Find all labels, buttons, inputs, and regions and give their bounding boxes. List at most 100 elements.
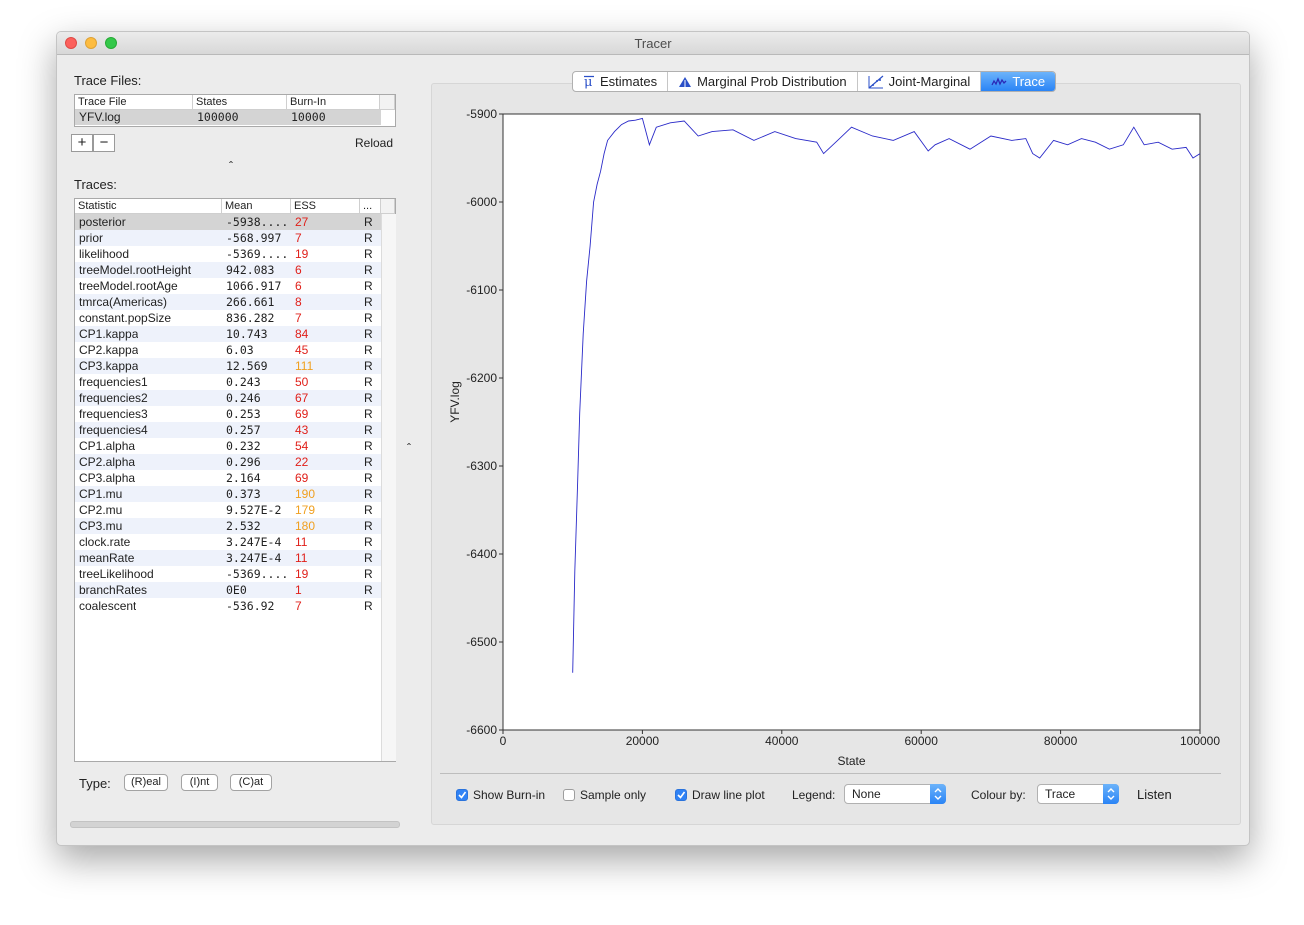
trace-row[interactable]: meanRate 3.247E-4 11 R	[75, 550, 381, 566]
column-header-ess[interactable]: ESS	[291, 199, 360, 214]
trace-row[interactable]: CP1.mu 0.373 190 R	[75, 486, 381, 502]
trace-mean: -5369....	[226, 247, 289, 261]
triangle-icon	[679, 76, 692, 87]
trace-row[interactable]: frequencies4 0.257 43 R	[75, 422, 381, 438]
y-tick-label: -6200	[466, 371, 497, 385]
joint-icon	[868, 75, 884, 88]
trace-statistic: coalescent	[79, 599, 137, 613]
type-int-button[interactable]: (I)nt	[181, 774, 218, 791]
tab-marginal-prob-distribution[interactable]: Marginal Prob Distribution	[668, 72, 858, 91]
tab-estimates[interactable]: μ Estimates	[573, 72, 669, 91]
legend-value: None	[852, 787, 881, 801]
trace-statistic: posterior	[79, 215, 126, 229]
type-real-button[interactable]: (R)eal	[124, 774, 168, 791]
trace-ess: 19	[295, 247, 309, 261]
trace-file-row[interactable]: YFV.log 100000 10000	[75, 110, 381, 125]
sample-only-checkbox[interactable]	[563, 789, 575, 801]
column-header-statistic[interactable]: Statistic	[75, 199, 222, 214]
trace-mean: 12.569	[226, 359, 268, 373]
show-burnin-checkbox[interactable]	[456, 789, 468, 801]
column-header-filler	[380, 95, 395, 110]
y-tick-label: -6000	[466, 195, 497, 209]
trace-row[interactable]: frequencies3 0.253 69 R	[75, 406, 381, 422]
trace-row[interactable]: frequencies1 0.243 50 R	[75, 374, 381, 390]
remove-trace-file-button[interactable]: −	[93, 134, 115, 152]
trace-row[interactable]: CP3.kappa 12.569 111 R	[75, 358, 381, 374]
x-tick-label: 0	[500, 734, 507, 748]
zoom-window-button[interactable]	[105, 37, 117, 49]
legend-label: Legend:	[792, 788, 836, 802]
left-panel-scrollbar[interactable]	[70, 821, 400, 828]
trace-type: R	[364, 359, 373, 373]
traces-scroll-track[interactable]	[381, 214, 396, 761]
trace-ess: 7	[295, 599, 302, 613]
trace-mean: 942.083	[226, 263, 275, 277]
tab-joint-marginal[interactable]: Joint-Marginal	[858, 72, 982, 91]
trace-type: R	[364, 295, 373, 309]
trace-row[interactable]: treeModel.rootAge 1066.917 6 R	[75, 278, 381, 294]
tab-trace[interactable]: Trace	[981, 72, 1056, 91]
trace-row[interactable]: prior -568.997 7 R	[75, 230, 381, 246]
trace-ess: 45	[295, 343, 309, 357]
trace-ess: 179	[295, 503, 316, 517]
trace-row[interactable]: treeLikelihood -5369.... 19 R	[75, 566, 381, 582]
column-header-type[interactable]: ...	[360, 199, 381, 214]
listen-button[interactable]: Listen	[1137, 787, 1172, 802]
y-tick-label: -6100	[466, 283, 497, 297]
plot-area	[502, 113, 1201, 731]
column-header-states[interactable]: States	[193, 95, 287, 110]
column-header-burn-in[interactable]: Burn-In	[287, 95, 380, 110]
y-tick-label: -5900	[466, 107, 497, 121]
draw-line-plot-label: Draw line plot	[692, 788, 765, 802]
trace-row[interactable]: coalescent -536.92 7 R	[75, 598, 381, 614]
add-trace-file-button[interactable]: +	[71, 134, 93, 152]
reload-button[interactable]: Reload	[355, 136, 394, 150]
close-window-button[interactable]	[65, 37, 77, 49]
column-header-trace-file[interactable]: Trace File	[75, 95, 193, 110]
trace-mean: 0.257	[226, 423, 261, 437]
trace-row[interactable]: CP3.alpha 2.164 69 R	[75, 470, 381, 486]
trace-row[interactable]: CP2.kappa 6.03 45 R	[75, 342, 381, 358]
trace-statistic: constant.popSize	[79, 311, 172, 325]
trace-row[interactable]: posterior -5938.... 27 R	[75, 214, 381, 230]
column-header-filler	[381, 199, 395, 214]
trace-type: R	[364, 423, 373, 437]
trace-row[interactable]: frequencies2 0.246 67 R	[75, 390, 381, 406]
trace-row[interactable]: branchRates 0E0 1 R	[75, 582, 381, 598]
trace-row[interactable]: clock.rate 3.247E-4 11 R	[75, 534, 381, 550]
trace-mean: 0.243	[226, 375, 261, 389]
trace-row[interactable]: constant.popSize 836.282 7 R	[75, 310, 381, 326]
colour-by-select[interactable]: Trace	[1037, 784, 1119, 804]
split-pane-divider-handle[interactable]: ˆ	[407, 441, 411, 455]
trace-mean: -5369....	[226, 567, 289, 581]
trace-mean: -536.92	[226, 599, 275, 613]
trace-row[interactable]: likelihood -5369.... 19 R	[75, 246, 381, 262]
type-cat-button[interactable]: (C)at	[230, 774, 272, 791]
trace-ess: 27	[295, 215, 309, 229]
controls-separator	[440, 773, 1221, 774]
trace-row[interactable]: CP2.mu 9.527E-2 179 R	[75, 502, 381, 518]
svg-text:μ: μ	[584, 75, 592, 89]
trace-ess: 111	[295, 359, 314, 373]
trace-mean: 2.164	[226, 471, 261, 485]
trace-ess: 69	[295, 471, 309, 485]
trace-type: R	[364, 407, 373, 421]
trace-row[interactable]: treeModel.rootHeight 942.083 6 R	[75, 262, 381, 278]
split-collapse-handle[interactable]: ˆ	[229, 159, 233, 173]
trace-row[interactable]: CP1.kappa 10.743 84 R	[75, 326, 381, 342]
trace-type: R	[364, 519, 373, 533]
trace-row[interactable]: CP1.alpha 0.232 54 R	[75, 438, 381, 454]
trace-ess: 6	[295, 279, 302, 293]
minimize-window-button[interactable]	[85, 37, 97, 49]
trace-row[interactable]: CP2.alpha 0.296 22 R	[75, 454, 381, 470]
trace-ess: 11	[295, 535, 308, 549]
chevron-updown-icon	[930, 784, 946, 804]
legend-select[interactable]: None	[844, 784, 946, 804]
draw-line-plot-checkbox[interactable]	[675, 789, 687, 801]
trace-type: R	[364, 599, 373, 613]
trace-row[interactable]: CP3.mu 2.532 180 R	[75, 518, 381, 534]
checkmark-icon	[677, 791, 686, 799]
trace-row[interactable]: tmrca(Americas) 266.661 8 R	[75, 294, 381, 310]
column-header-mean[interactable]: Mean	[222, 199, 291, 214]
trace-files-table: Trace File States Burn-In YFV.log 100000…	[74, 94, 396, 127]
